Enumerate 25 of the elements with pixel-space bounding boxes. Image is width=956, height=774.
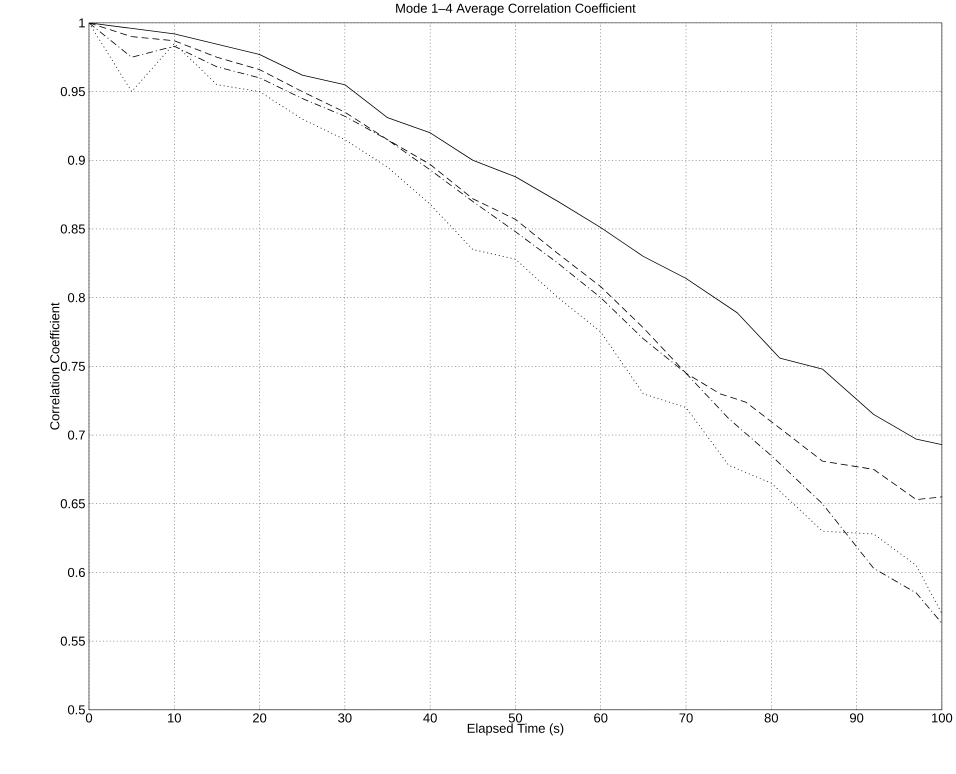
y-tick-label: 0.85 xyxy=(60,224,85,234)
y-tick-label: 0.55 xyxy=(60,636,85,646)
x-tick-label: 40 xyxy=(423,713,437,723)
x-axis-title: Elapsed Time (s) xyxy=(468,723,564,736)
x-tick-label: 80 xyxy=(764,713,778,723)
y-tick-label: 0.5 xyxy=(68,705,85,714)
y-tick-label: 0.7 xyxy=(68,430,85,440)
y-axis-title: Correlation Coefficient xyxy=(50,302,60,430)
x-tick-label: 10 xyxy=(168,713,181,723)
x-tick-label: 0 xyxy=(86,713,92,723)
chart-title: Mode 1–4 Average Correlation Coefficient xyxy=(396,3,636,16)
y-tick-label: 0.65 xyxy=(60,499,85,508)
y-tick-label: 0.95 xyxy=(60,87,85,96)
x-tick-label: 30 xyxy=(338,713,352,723)
x-tick-label: 20 xyxy=(253,713,266,723)
y-tick-label: 0.9 xyxy=(68,156,85,165)
x-tick-label: 90 xyxy=(850,713,864,723)
x-tick-label: 70 xyxy=(679,713,693,723)
y-tick-label: 0.75 xyxy=(60,362,85,372)
y-tick-label: 0.8 xyxy=(68,293,85,302)
x-tick-label: 100 xyxy=(932,713,952,723)
y-tick-label: 0.6 xyxy=(68,568,85,578)
x-tick-label: 50 xyxy=(508,713,522,723)
x-tick-label: 60 xyxy=(594,713,608,723)
y-tick-label: 1 xyxy=(79,18,85,28)
